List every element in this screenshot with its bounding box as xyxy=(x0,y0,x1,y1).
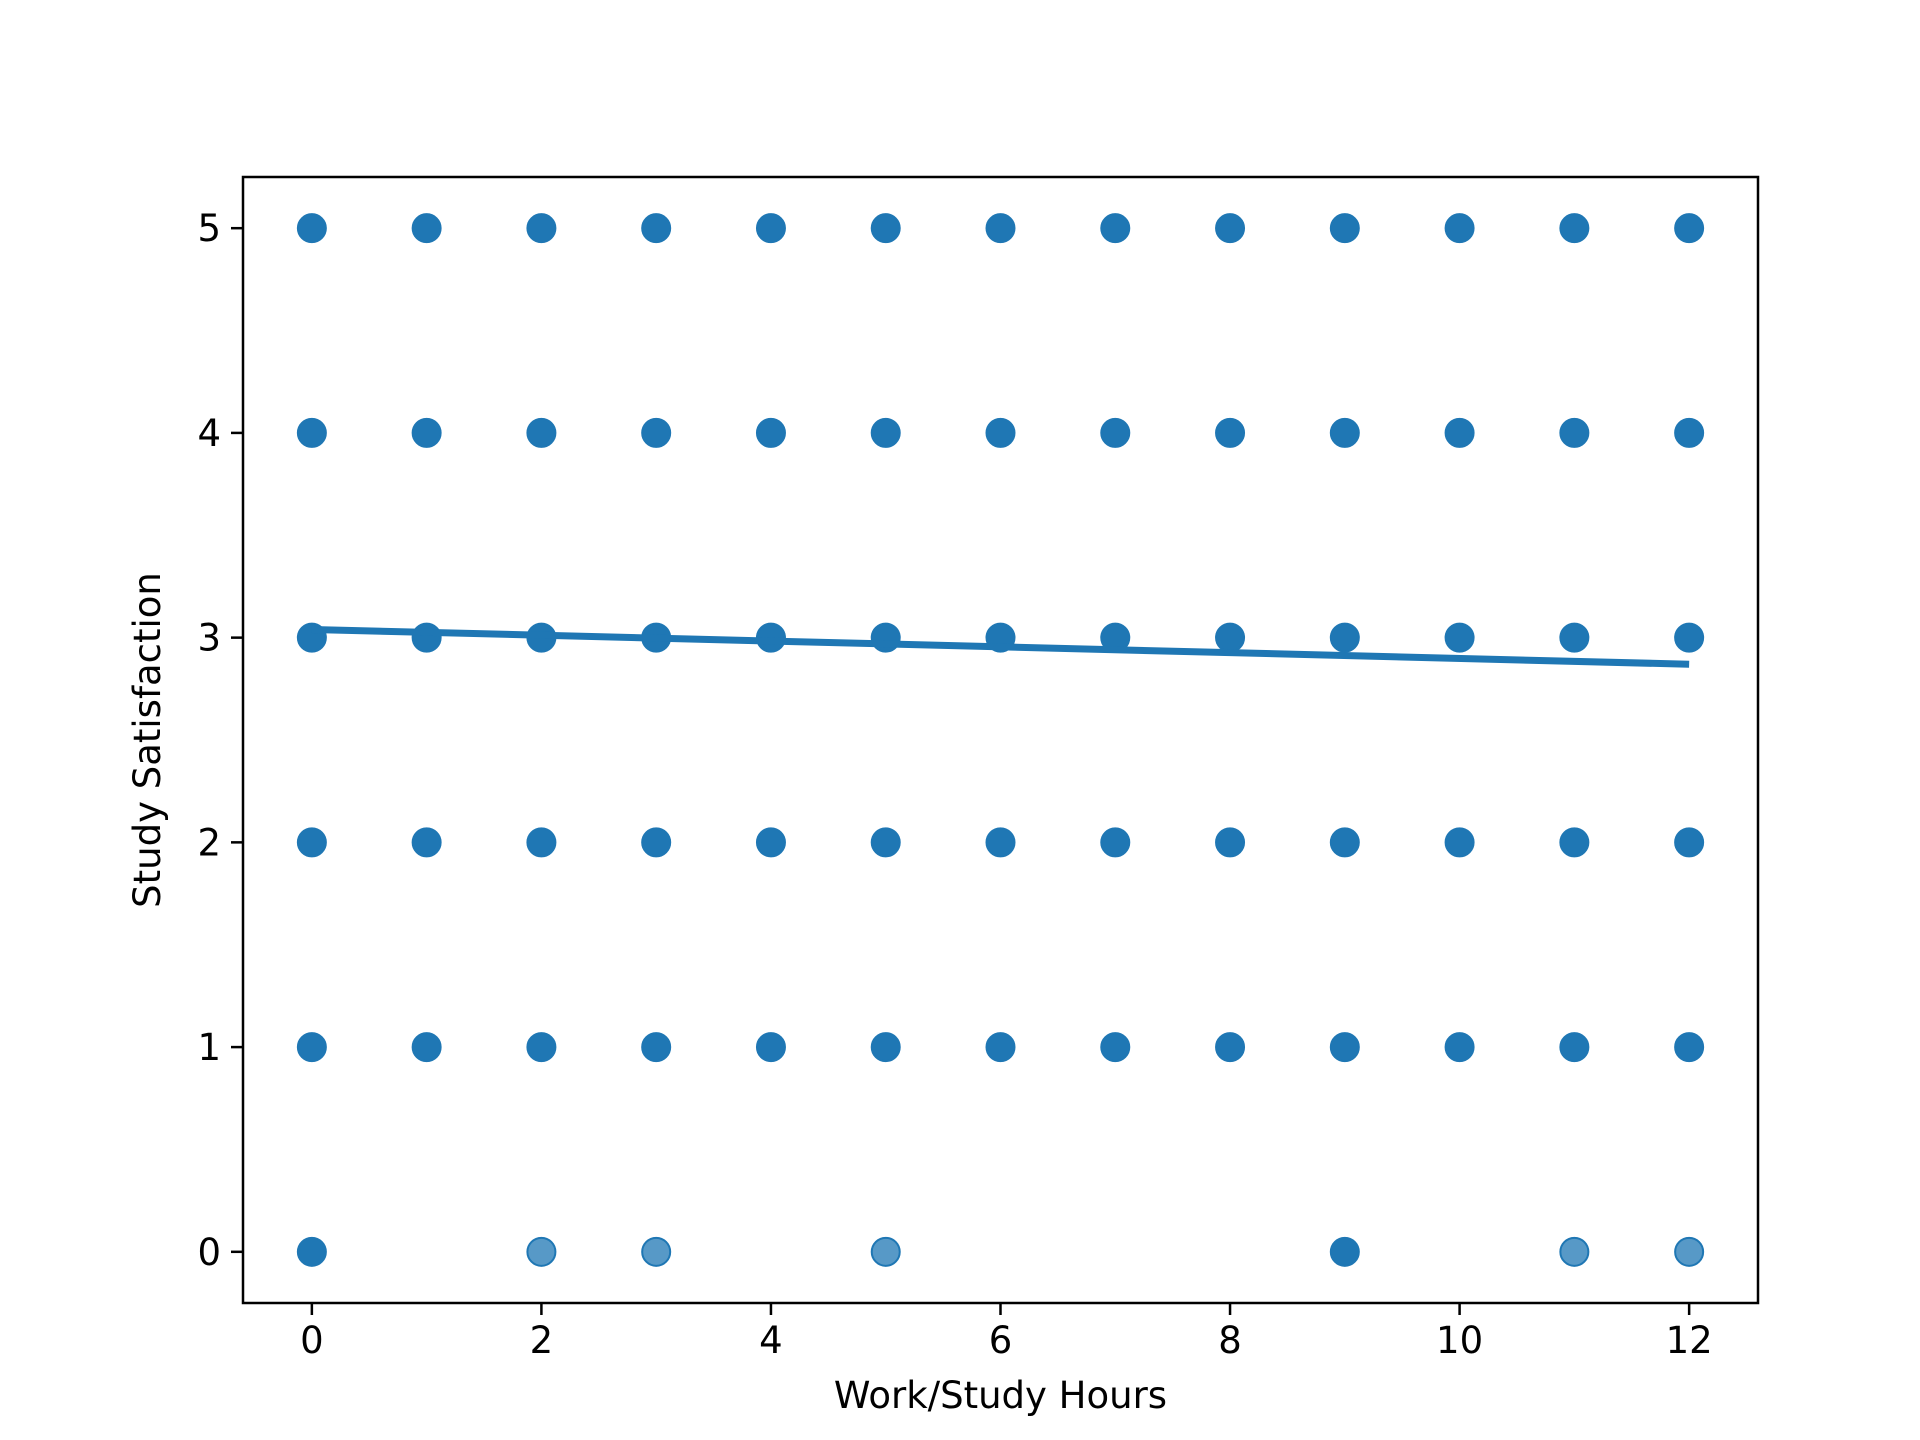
data-point xyxy=(1329,213,1360,244)
data-point xyxy=(296,827,327,858)
data-point xyxy=(1329,417,1360,448)
data-point xyxy=(641,417,672,448)
data-point xyxy=(1674,417,1705,448)
x-tick-label: 0 xyxy=(300,1319,324,1362)
data-point xyxy=(755,827,786,858)
data-point xyxy=(755,417,786,448)
data-point xyxy=(1444,827,1475,858)
data-point xyxy=(1559,622,1590,653)
data-point xyxy=(870,827,901,858)
data-point xyxy=(1444,213,1475,244)
data-point xyxy=(870,213,901,244)
data-point xyxy=(1444,417,1475,448)
data-point xyxy=(526,1236,557,1267)
data-point xyxy=(1559,417,1590,448)
data-point xyxy=(1329,1032,1360,1063)
data-point xyxy=(870,417,901,448)
data-point xyxy=(641,1032,672,1063)
data-point xyxy=(411,213,442,244)
data-point xyxy=(296,417,327,448)
data-point xyxy=(1329,1236,1360,1267)
x-tick-label: 12 xyxy=(1666,1319,1713,1362)
x-axis: 0 2 4 6 8 10 12 xyxy=(300,1303,1713,1362)
data-point xyxy=(1100,213,1131,244)
data-point xyxy=(1674,827,1705,858)
data-point xyxy=(1329,622,1360,653)
data-point xyxy=(641,213,672,244)
data-point xyxy=(1100,417,1131,448)
data-point xyxy=(985,1032,1016,1063)
data-point xyxy=(411,417,442,448)
data-point xyxy=(755,213,786,244)
data-point xyxy=(296,213,327,244)
data-point xyxy=(755,1032,786,1063)
data-point xyxy=(1100,1032,1131,1063)
data-point xyxy=(870,1032,901,1063)
data-point xyxy=(296,1236,327,1267)
y-tick-label: 1 xyxy=(197,1026,221,1069)
y-axis-title: Study Satisfaction xyxy=(126,572,169,908)
data-point xyxy=(985,213,1016,244)
data-point xyxy=(870,1236,901,1267)
x-tick-label: 4 xyxy=(759,1319,783,1362)
data-point xyxy=(1559,827,1590,858)
regression-line xyxy=(311,625,1690,668)
y-tick-label: 0 xyxy=(197,1231,221,1274)
data-point xyxy=(1674,213,1705,244)
data-point xyxy=(985,417,1016,448)
data-point xyxy=(1674,1236,1705,1267)
data-point xyxy=(1444,1032,1475,1063)
data-point xyxy=(641,1236,672,1267)
data-point xyxy=(526,827,557,858)
data-point xyxy=(1559,213,1590,244)
data-point xyxy=(296,1032,327,1063)
data-points xyxy=(296,213,1705,1267)
x-tick-label: 6 xyxy=(989,1319,1013,1362)
x-tick-label: 10 xyxy=(1436,1319,1483,1362)
x-axis-title: Work/Study Hours xyxy=(834,1374,1167,1417)
data-point xyxy=(411,622,442,653)
data-point xyxy=(1215,827,1246,858)
data-point xyxy=(526,213,557,244)
data-point xyxy=(1559,1032,1590,1063)
y-tick-label: 4 xyxy=(197,412,221,455)
data-point xyxy=(411,827,442,858)
data-point xyxy=(411,1032,442,1063)
x-tick-label: 2 xyxy=(530,1319,554,1362)
y-tick-label: 5 xyxy=(197,207,221,250)
data-point xyxy=(1674,622,1705,653)
data-point xyxy=(1215,417,1246,448)
data-point xyxy=(1329,827,1360,858)
y-tick-label: 2 xyxy=(197,821,221,864)
data-point xyxy=(526,1032,557,1063)
data-point xyxy=(641,827,672,858)
y-tick-label: 3 xyxy=(197,617,221,660)
x-tick-label: 8 xyxy=(1218,1319,1242,1362)
data-point xyxy=(1674,1032,1705,1063)
plot-frame xyxy=(241,175,1760,1305)
data-point xyxy=(526,417,557,448)
data-point xyxy=(1215,622,1246,653)
data-point xyxy=(1215,1032,1246,1063)
data-point xyxy=(1215,213,1246,244)
y-axis: 0 1 2 3 4 5 xyxy=(197,207,243,1274)
data-point xyxy=(1559,1236,1590,1267)
data-point xyxy=(1444,622,1475,653)
data-point xyxy=(985,827,1016,858)
data-point xyxy=(1100,827,1131,858)
